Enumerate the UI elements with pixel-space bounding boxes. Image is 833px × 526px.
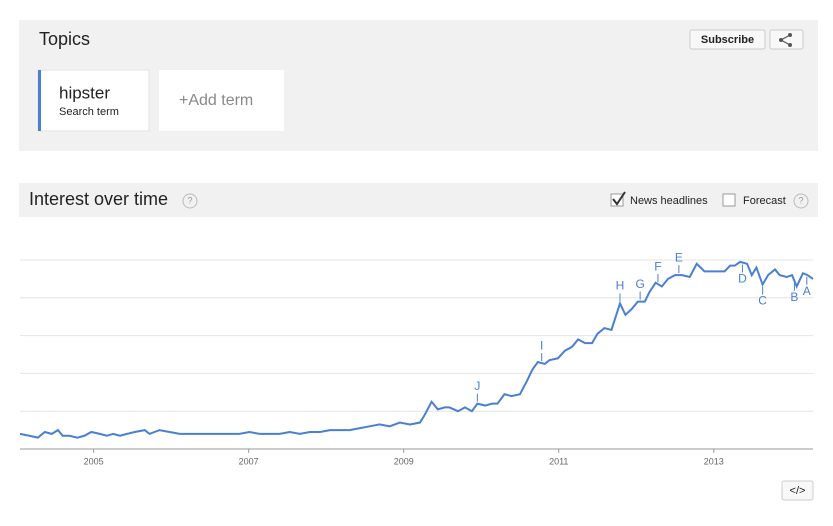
chart: 2005 2007 2009 2011 2013 J I H GFE DC B A <box>19 250 814 466</box>
subscribe-label[interactable]: Subscribe <box>701 34 754 46</box>
news-marker-label: G <box>635 277 644 291</box>
trend-line <box>19 260 814 439</box>
news-marker-label: J <box>474 379 480 393</box>
subscribe-button[interactable]: Subscribe <box>689 29 766 50</box>
interest-title: Interest over time <box>29 189 168 209</box>
topics-title: Topics <box>39 29 90 49</box>
news-checkbox[interactable]: News headlines <box>610 191 708 207</box>
x-tick-label: 2013 <box>704 456 724 466</box>
help-icon[interactable]: ? <box>182 193 198 209</box>
x-tick-label: 2007 <box>239 456 259 466</box>
interest-panel <box>19 183 818 217</box>
news-marker-label: E <box>675 250 683 264</box>
help-mark[interactable]: ? <box>798 195 803 205</box>
help-mark[interactable]: ? <box>187 195 192 205</box>
topics-panel <box>19 20 818 151</box>
x-tick-label: 2011 <box>549 456 568 466</box>
term-card[interactable]: hipster Search term <box>37 69 150 132</box>
forecast-checkbox[interactable]: Forecast <box>722 193 786 207</box>
forecast-label[interactable]: Forecast <box>743 195 786 207</box>
news-marker-label: I <box>540 338 543 352</box>
news-marker-label: H <box>616 279 625 293</box>
news-marker-label: B <box>790 290 798 304</box>
term-kind[interactable]: Search term <box>59 106 119 118</box>
x-tick-label: 2009 <box>394 456 414 466</box>
embed-label[interactable]: </> <box>790 485 806 497</box>
forecast-help-icon[interactable]: ? <box>793 193 809 209</box>
add-term-card[interactable]: +Add term <box>159 70 284 131</box>
x-tick-label: 2005 <box>84 456 104 466</box>
add-term[interactable]: +Add term <box>179 92 253 109</box>
news-marker-label: A <box>803 284 811 298</box>
term-name[interactable]: hipster <box>59 83 110 102</box>
news-marker-label: C <box>758 294 767 308</box>
news-label[interactable]: News headlines <box>630 195 708 207</box>
share-button[interactable] <box>769 29 804 50</box>
news-marker-label: D <box>738 272 747 286</box>
news-marker-label: F <box>654 259 661 273</box>
embed-button[interactable]: </> <box>781 480 814 501</box>
